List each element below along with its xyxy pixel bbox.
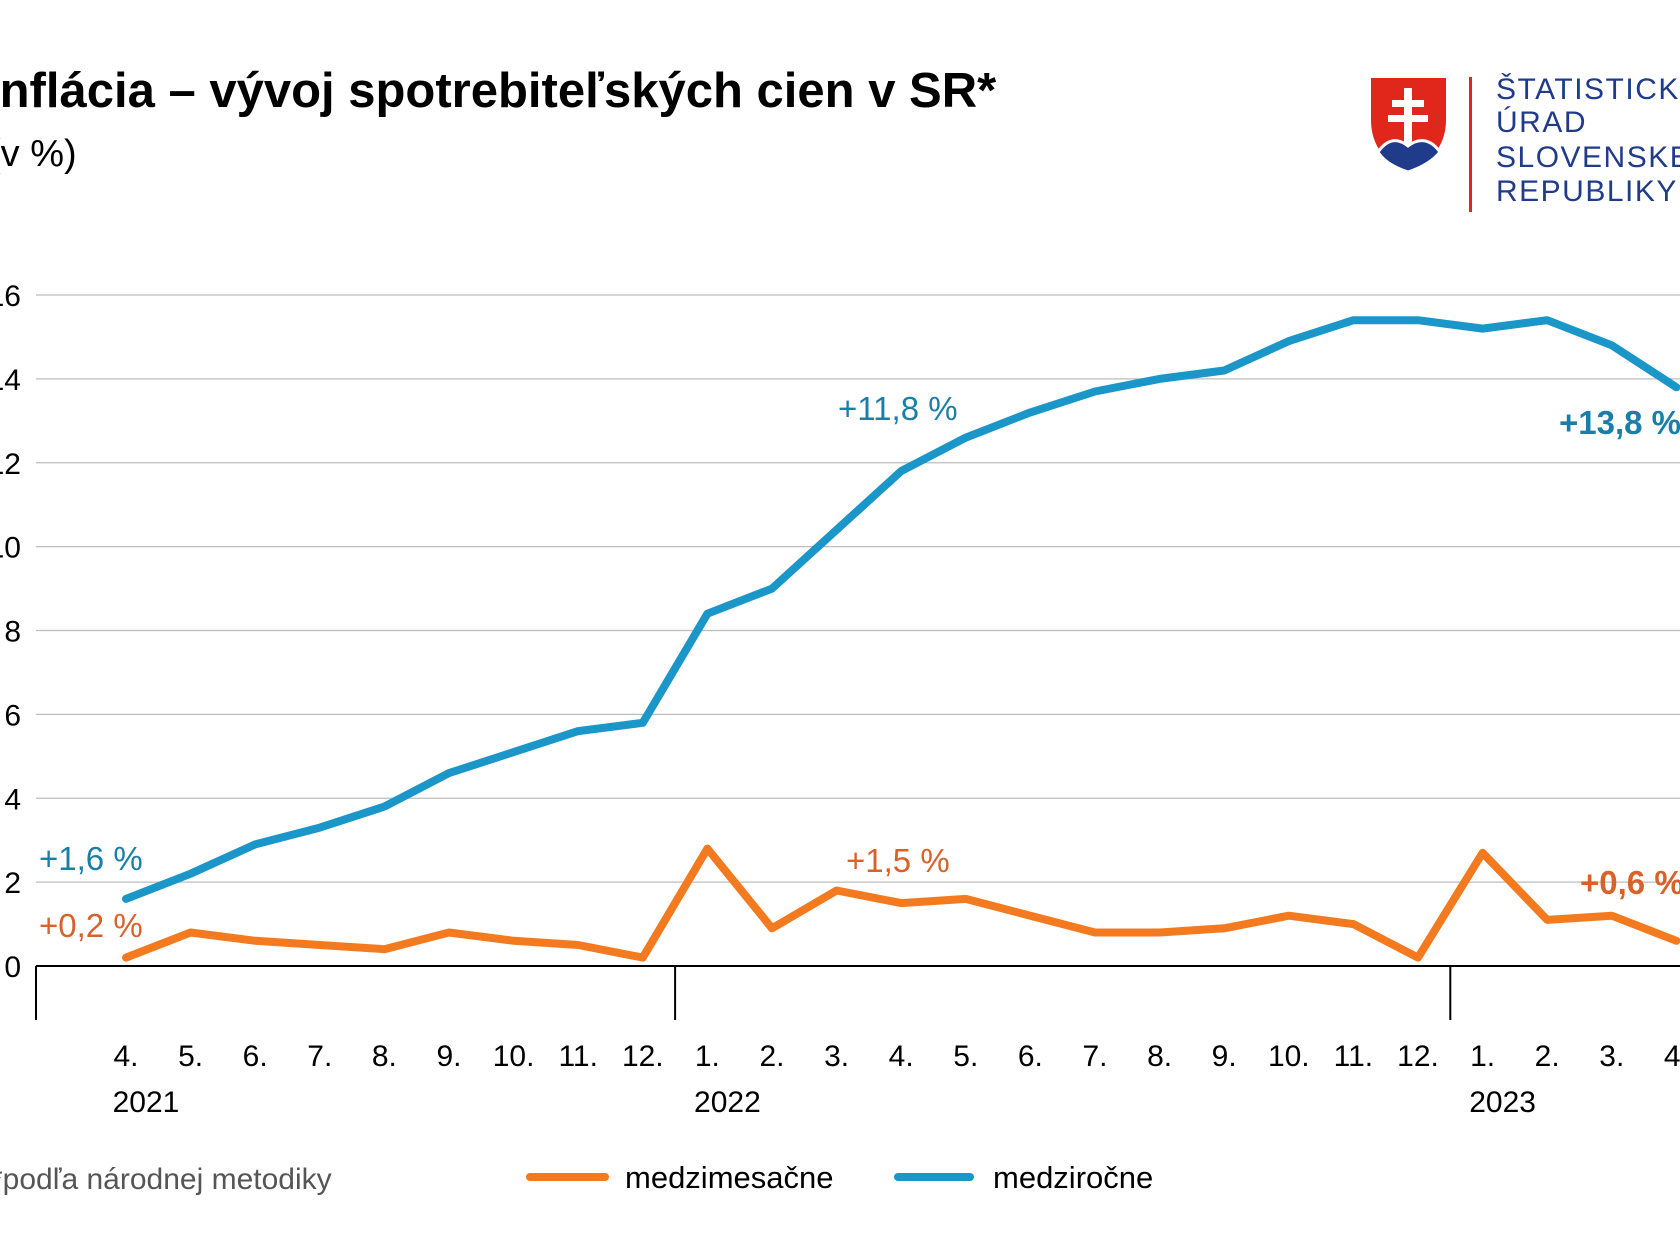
x-tick-label: 4. [889,1040,914,1073]
logo-text: ŠTATISTICKÝ [1496,72,1680,106]
data-label: +11,8 % [838,390,958,427]
x-tick-label: 8. [1147,1040,1172,1073]
x-tick-label: 10. [493,1040,535,1073]
y-tick-label: 4 [4,783,21,816]
x-tick-label: 3. [824,1040,849,1073]
x-tick-label: 2. [1535,1040,1560,1073]
data-label: +1,5 % [846,842,950,879]
y-tick-label: 12 [0,448,21,481]
x-tick-label: 7. [307,1040,332,1073]
x-tick-label: 9. [1212,1040,1237,1073]
x-tick-label: 9. [436,1040,461,1073]
series-line [122,844,1680,962]
logo-divider [1469,77,1472,212]
x-tick-label: 1. [695,1040,720,1073]
logo-cross [1388,88,1428,144]
x-tick-label: 11. [558,1040,597,1073]
y-tick-label: 6 [4,699,21,732]
y-tick-label: 0 [4,951,21,984]
series-line [122,316,1680,903]
y-tick-label: 10 [0,532,21,565]
year-label: 2021 [113,1086,180,1119]
x-tick-label: 8. [372,1040,397,1073]
x-tick-label: 5. [953,1040,978,1073]
x-tick-label: 4. [1664,1040,1680,1073]
x-tick-label: 5. [178,1040,203,1073]
data-label: +0,2 % [39,907,143,944]
y-tick-label: 2 [4,867,21,900]
x-tick-label: 1. [1470,1040,1495,1073]
x-tick-label: 3. [1599,1040,1624,1073]
x-tick-label: 2. [759,1040,784,1073]
logo-text: ÚRAD [1496,106,1587,139]
x-tick-label: 12. [1397,1040,1439,1073]
logo-text: SLOVENSKEJ [1496,141,1680,174]
footnote: *podľa národnej metodiky [0,1163,332,1196]
x-tick-label: 6. [243,1040,268,1073]
x-tick-label: 11. [1334,1040,1373,1073]
chart-title: Inflácia – vývoj spotrebiteľských cien v… [0,64,997,118]
chart-subtitle: (v %) [0,133,77,175]
x-tick-label: 7. [1082,1040,1107,1073]
data-label: +1,6 % [39,840,143,877]
logo-text: REPUBLIKY [1496,175,1678,208]
legend-label: medziročne [993,1160,1153,1195]
x-tick-label: 12. [622,1040,664,1073]
x-tick-label: 4. [113,1040,138,1073]
data-label: +13,8 % [1559,404,1680,441]
x-tick-label: 10. [1268,1040,1310,1073]
year-label: 2022 [694,1086,761,1119]
year-label: 2023 [1469,1086,1536,1119]
data-label: +0,6 % [1580,864,1680,901]
y-tick-label: 16 [0,280,21,313]
legend-label: medzimesačne [625,1160,833,1195]
logo [1371,77,1472,212]
x-tick-label: 6. [1018,1040,1043,1073]
y-tick-label: 14 [0,364,21,397]
y-tick-label: 8 [4,616,21,649]
logo-hills [1376,139,1442,174]
